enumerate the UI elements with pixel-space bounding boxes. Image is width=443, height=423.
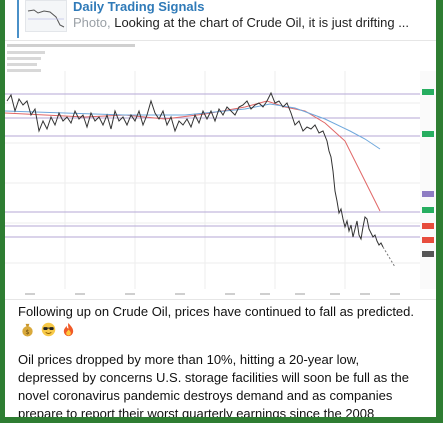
time-axis bbox=[25, 293, 400, 295]
svg-text:$: $ bbox=[25, 328, 29, 336]
sunglasses-face-icon bbox=[41, 322, 55, 337]
chart-header bbox=[7, 44, 135, 72]
money-bag-icon: $ bbox=[22, 323, 33, 337]
message-text: Following up on Crude Oil, prices have c… bbox=[18, 303, 423, 423]
fire-icon bbox=[64, 322, 74, 337]
support-resistance-lines bbox=[5, 93, 420, 238]
reply-snippet: Looking at the chart of Crude Oil, it is… bbox=[114, 15, 410, 30]
bottom-edge bbox=[5, 417, 436, 423]
reply-media-kind: Photo, bbox=[73, 15, 111, 30]
reply-channel-name: Daily Trading Signals bbox=[73, 0, 205, 14]
reply-preview[interactable]: Daily Trading Signals Photo, Looking at … bbox=[17, 0, 431, 38]
chart-image[interactable] bbox=[5, 40, 436, 300]
projection-line bbox=[382, 246, 396, 268]
price-axis bbox=[420, 71, 436, 289]
message-paragraph-1: Following up on Crude Oil, prices have c… bbox=[18, 304, 414, 337]
reply-preview-text: Photo, Looking at the chart of Crude Oil… bbox=[73, 15, 429, 30]
message-bubble: Daily Trading Signals Photo, Looking at … bbox=[5, 0, 436, 423]
message-paragraph-2: Oil prices dropped by more than 10%, hit… bbox=[18, 352, 409, 421]
moving-average-slow bbox=[5, 103, 381, 150]
price-series bbox=[6, 91, 384, 248]
crude-oil-chart bbox=[5, 44, 436, 295]
reply-thumbnail bbox=[25, 0, 67, 32]
